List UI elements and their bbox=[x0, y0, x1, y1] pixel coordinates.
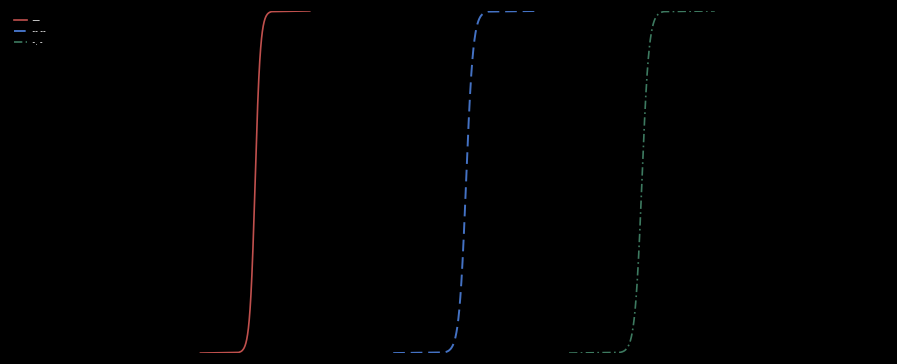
Legend:  —,  -- --,  -. -: —, -- --, -. - bbox=[11, 12, 49, 50]
